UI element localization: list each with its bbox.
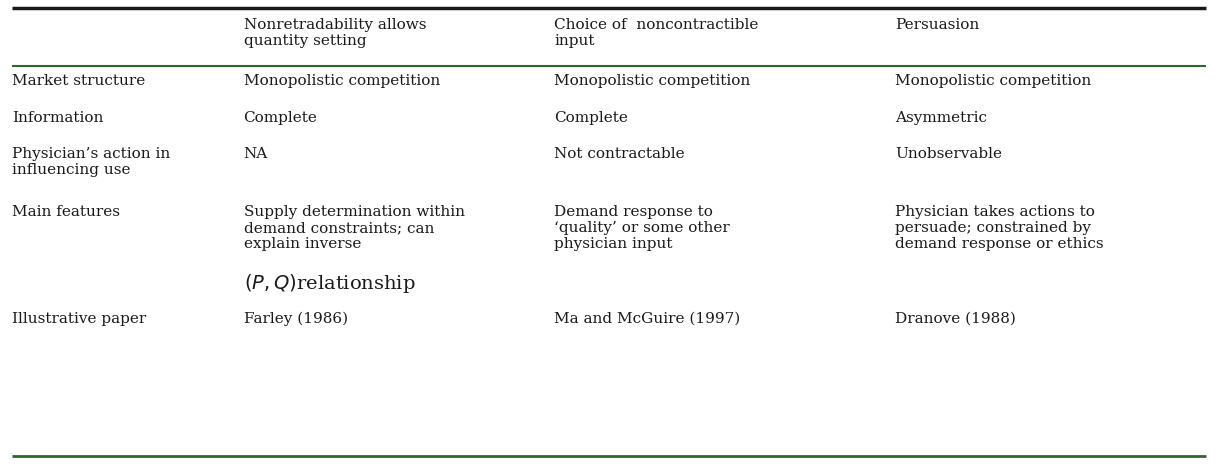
- Text: Asymmetric: Asymmetric: [895, 110, 988, 124]
- Text: Unobservable: Unobservable: [895, 146, 1002, 161]
- Text: Complete: Complete: [244, 110, 318, 124]
- Text: Ma and McGuire (1997): Ma and McGuire (1997): [554, 312, 741, 326]
- Text: Monopolistic competition: Monopolistic competition: [895, 74, 1091, 88]
- Text: $(P,Q)$relationship: $(P,Q)$relationship: [244, 271, 415, 295]
- Text: Nonretradability allows
quantity setting: Nonretradability allows quantity setting: [244, 18, 426, 48]
- Text: Dranove (1988): Dranove (1988): [895, 312, 1016, 326]
- Text: Physician’s action in
influencing use: Physician’s action in influencing use: [12, 146, 171, 177]
- Text: Persuasion: Persuasion: [895, 18, 979, 32]
- Text: Complete: Complete: [554, 110, 628, 124]
- Text: Monopolistic competition: Monopolistic competition: [554, 74, 750, 88]
- Text: Market structure: Market structure: [12, 74, 145, 88]
- Text: Physician takes actions to
persuade; constrained by
demand response or ethics: Physician takes actions to persuade; con…: [895, 205, 1104, 251]
- Text: Monopolistic competition: Monopolistic competition: [244, 74, 440, 88]
- Text: Illustrative paper: Illustrative paper: [12, 312, 146, 326]
- Text: Not contractable: Not contractable: [554, 146, 685, 161]
- Text: Main features: Main features: [12, 205, 121, 219]
- Text: NA: NA: [244, 146, 268, 161]
- Text: Supply determination within
demand constraints; can
explain inverse: Supply determination within demand const…: [244, 205, 464, 251]
- Text: Farley (1986): Farley (1986): [244, 312, 347, 326]
- Text: Information: Information: [12, 110, 104, 124]
- Text: Choice of  noncontractible
input: Choice of noncontractible input: [554, 18, 759, 48]
- Text: Demand response to
‘quality’ or some other
physician input: Demand response to ‘quality’ or some oth…: [554, 205, 730, 251]
